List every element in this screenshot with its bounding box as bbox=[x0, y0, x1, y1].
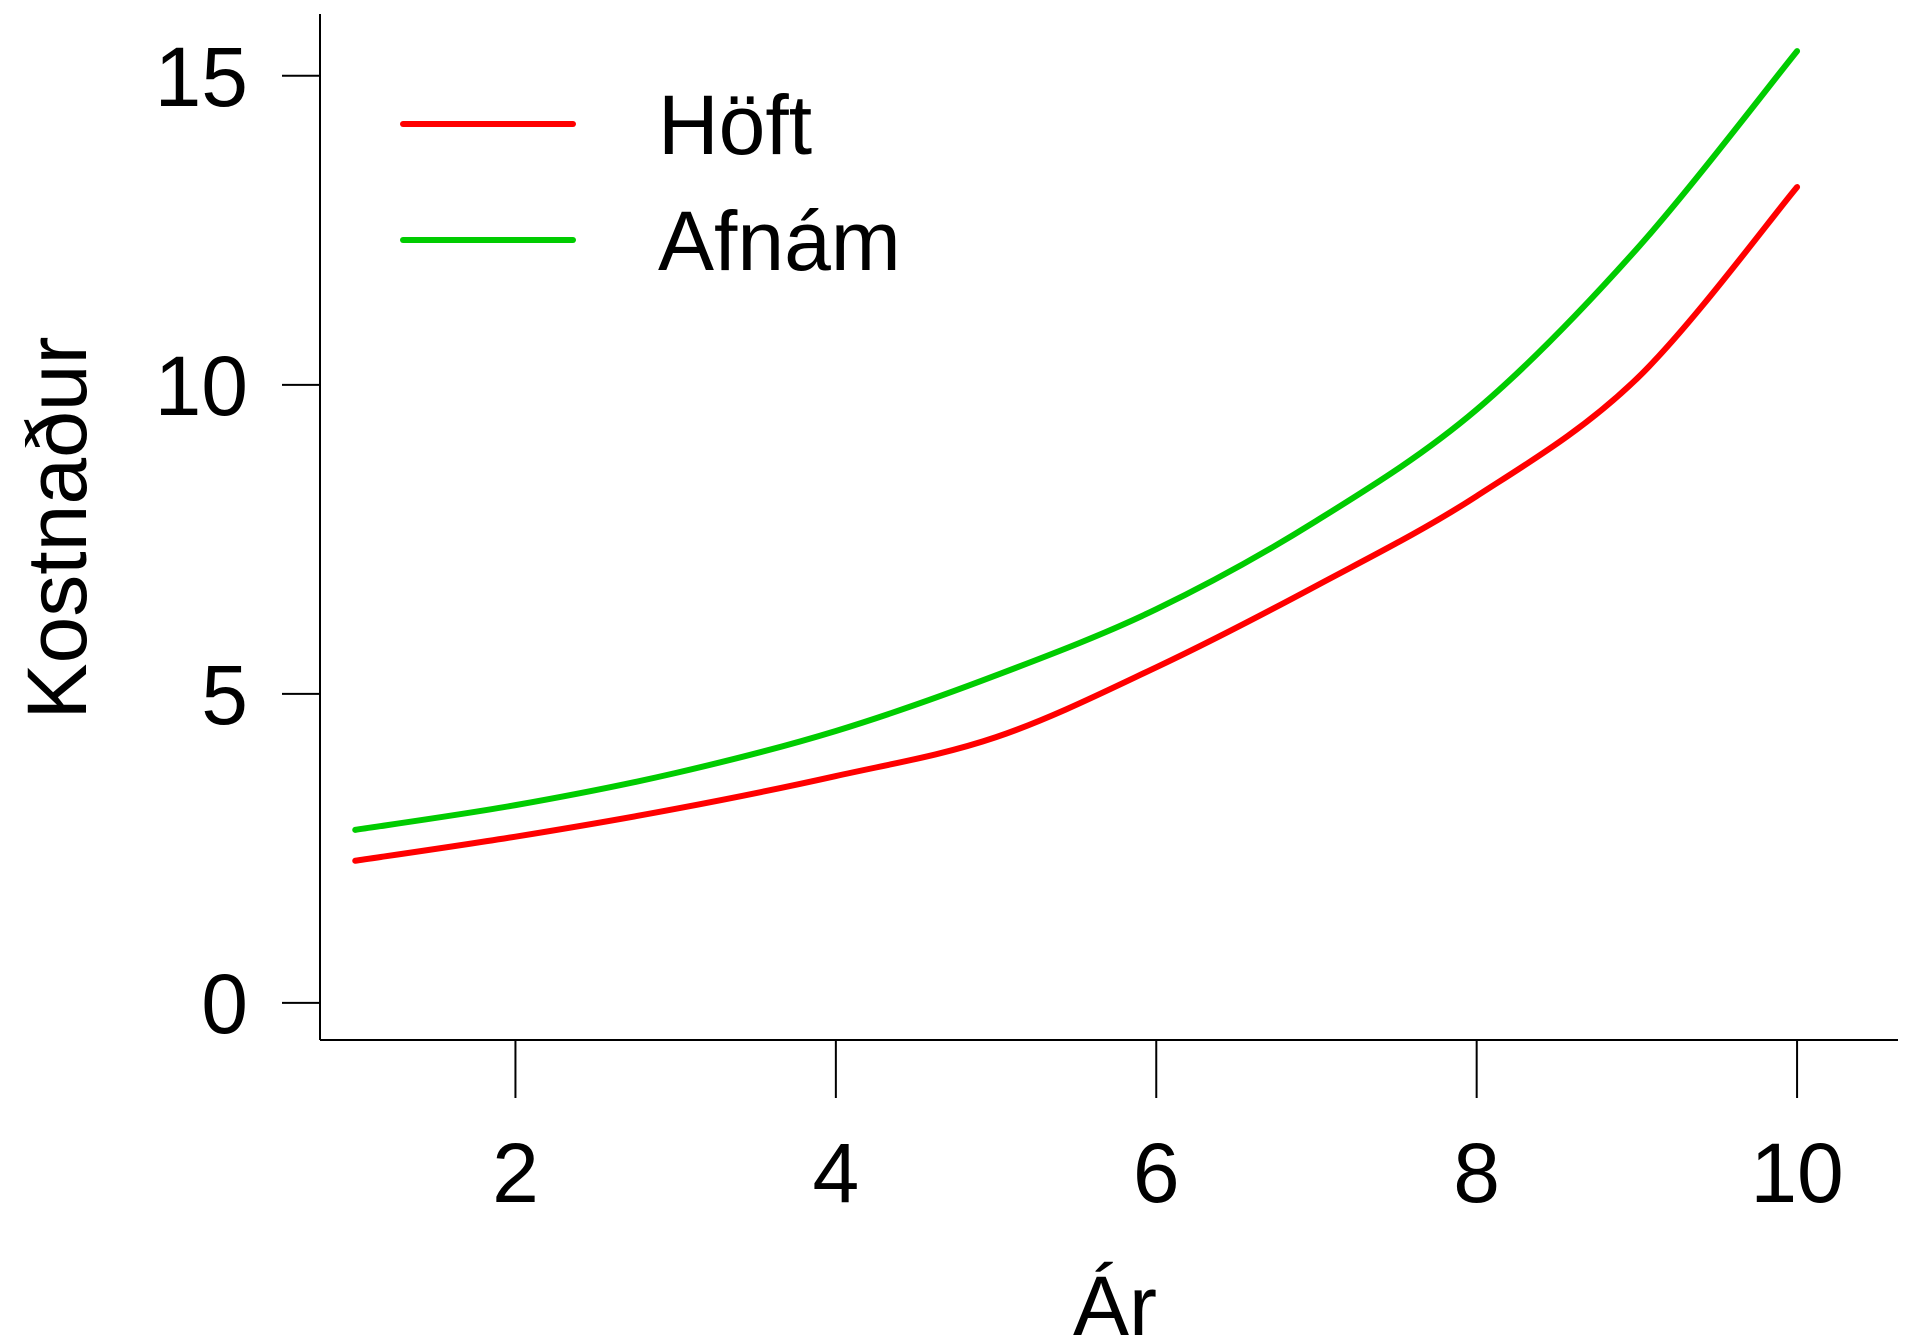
x-axis-title: Ár bbox=[1073, 1259, 1157, 1343]
x-ticks: 2 4 6 8 10 bbox=[492, 1040, 1844, 1220]
series-line-hoft bbox=[352, 184, 1801, 864]
y-axis-title: Kostnaður bbox=[10, 337, 104, 720]
legend: Höft Afnám bbox=[400, 78, 901, 288]
y-ticks: 0 5 10 15 bbox=[155, 30, 320, 1051]
y-tick-label: 0 bbox=[201, 957, 248, 1051]
axes bbox=[319, 14, 1898, 1041]
legend-label-afnam: Afnám bbox=[658, 194, 901, 288]
legend-label-hoft: Höft bbox=[658, 78, 812, 172]
y-tick-label: 15 bbox=[155, 30, 248, 124]
x-tick-label: 8 bbox=[1453, 1126, 1500, 1220]
x-tick-label: 4 bbox=[812, 1126, 859, 1220]
y-tick-label: 5 bbox=[201, 648, 248, 742]
y-tick-label: 10 bbox=[155, 339, 248, 433]
series-layer bbox=[352, 48, 1801, 864]
series-line-afnam bbox=[352, 48, 1801, 833]
x-tick-label: 6 bbox=[1133, 1126, 1180, 1220]
x-tick-label: 2 bbox=[492, 1126, 539, 1220]
x-tick-label: 10 bbox=[1750, 1126, 1843, 1220]
